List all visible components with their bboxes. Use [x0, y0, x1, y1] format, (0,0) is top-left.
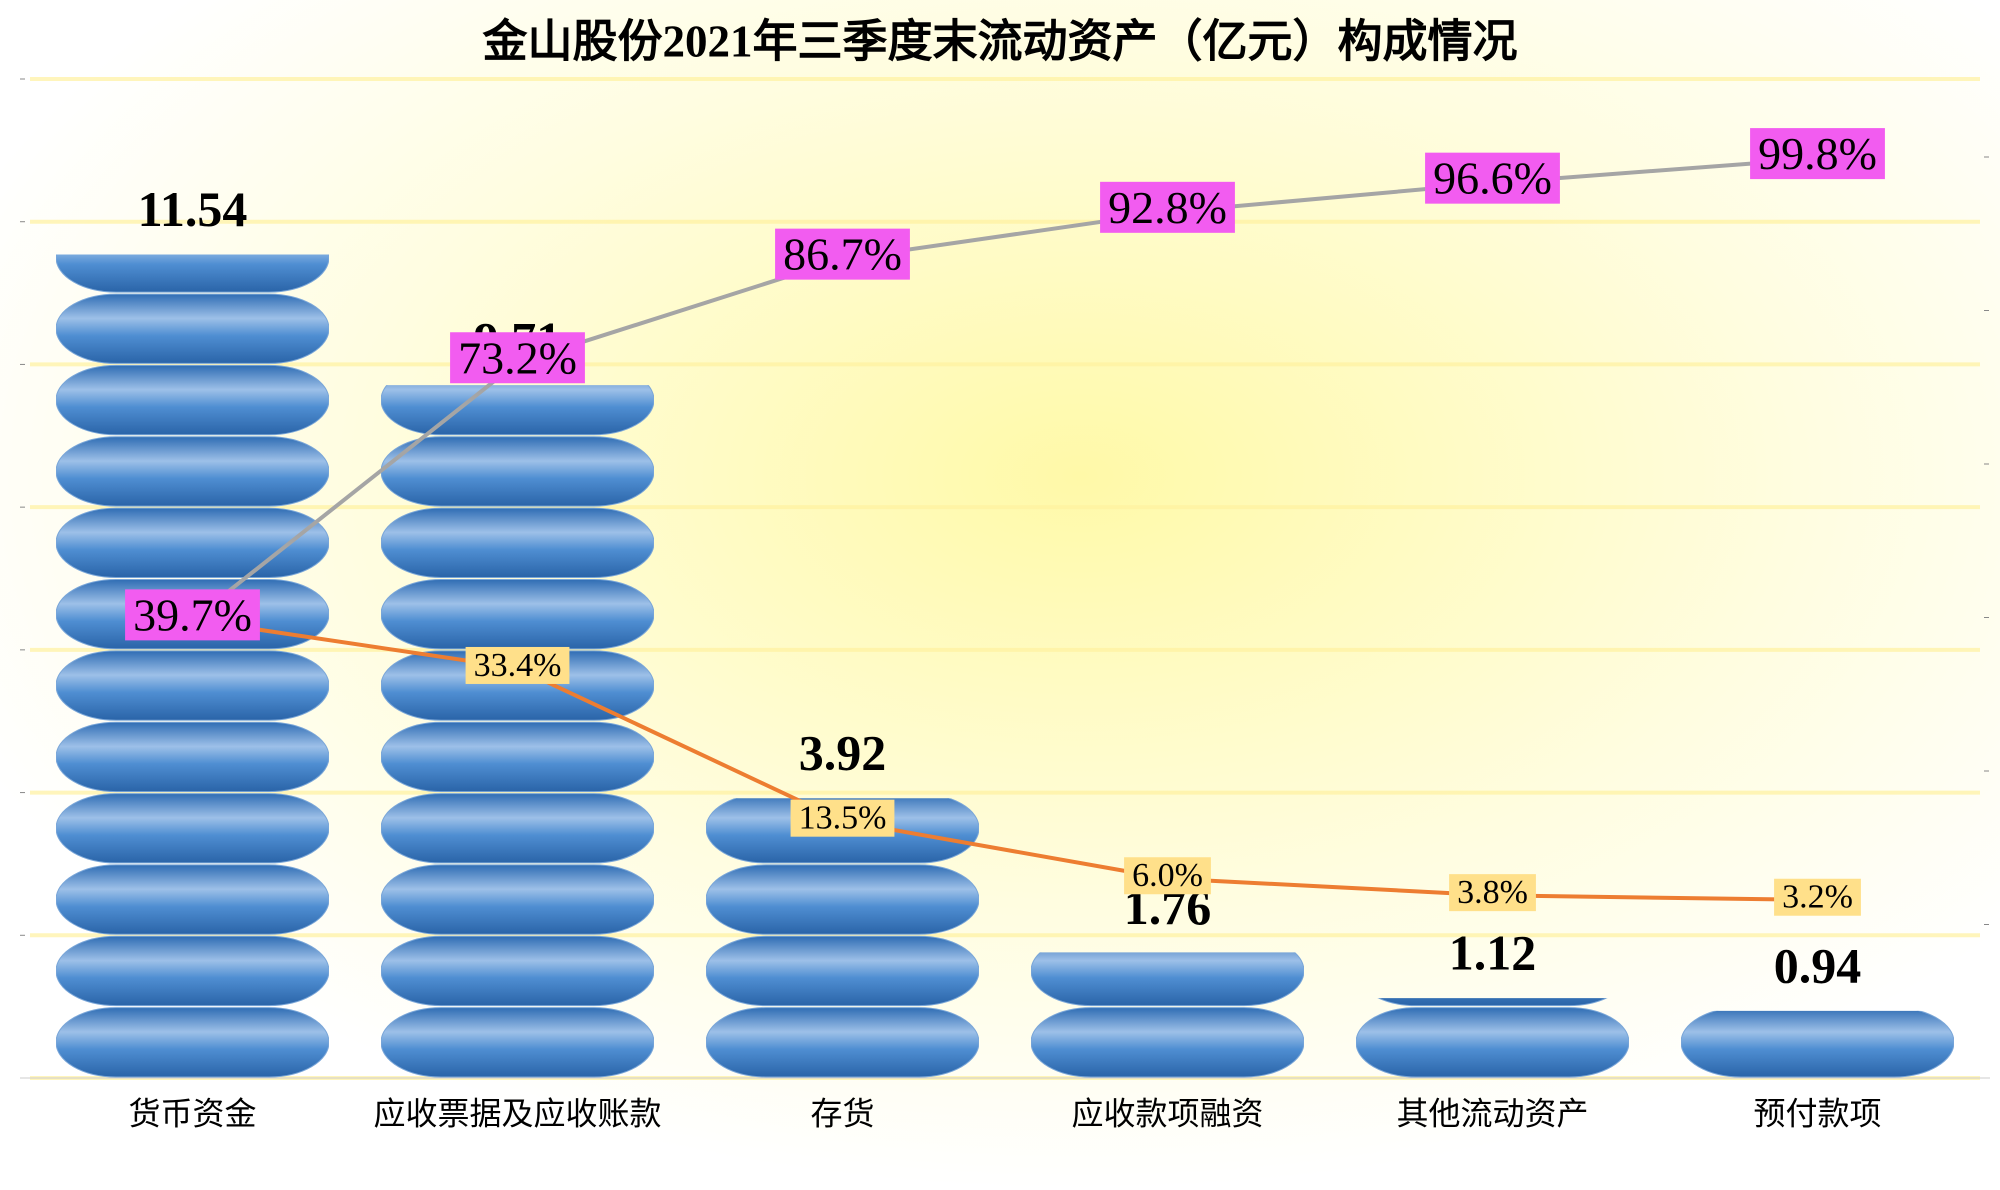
data-label-box: [775, 228, 910, 280]
data-label-box: [790, 799, 895, 837]
bar-segment: [706, 1007, 979, 1078]
bar-segment: [56, 254, 329, 293]
data-label: 3.2%: [1782, 879, 1853, 916]
bar-segment: [1377, 998, 1608, 1007]
bar-segment: [56, 1007, 329, 1078]
bar-segment: [381, 793, 654, 864]
bar-segment: [381, 385, 654, 436]
bar-segment: [381, 436, 654, 507]
line-share: [192, 617, 1818, 902]
data-label: 33.4%: [474, 647, 562, 684]
bar-segment: [706, 935, 979, 1007]
data-label: 39.7%: [133, 589, 252, 640]
bar-segment: [56, 650, 329, 721]
data-label: 96.6%: [1433, 153, 1552, 204]
bar-segment: [1031, 1007, 1304, 1078]
bar-value-label: 3.92: [799, 725, 887, 781]
bar-segment: [1681, 1010, 1954, 1078]
data-label-box: [1774, 878, 1861, 916]
data-label: 86.7%: [783, 229, 902, 280]
data-label-box: [1425, 152, 1560, 204]
data-label: 3.8%: [1457, 874, 1528, 911]
bar-segment: [56, 721, 329, 793]
bar: [381, 385, 654, 1078]
data-label-box: [125, 589, 260, 641]
x-tick-label: 存货: [810, 1095, 874, 1131]
data-label: 73.2%: [458, 332, 577, 383]
bar: [1681, 1010, 1954, 1078]
bar-value-label: 1.12: [1449, 925, 1537, 981]
bar-segment: [1356, 1007, 1629, 1078]
bar-segment: [381, 1007, 654, 1078]
data-label-box: [465, 646, 570, 684]
chart-title: 金山股份2021年三季度末流动资产（亿元）构成情况: [482, 16, 1517, 66]
data-label-box: [1100, 181, 1235, 233]
data-label-box: [450, 332, 585, 384]
x-tick-label: 其他流动资产: [1396, 1095, 1588, 1131]
bar-segment: [56, 507, 329, 578]
bar-segment: [381, 507, 654, 578]
data-label: 6.0%: [1132, 857, 1203, 894]
bar-segment: [706, 864, 979, 935]
bar-value-label: 0.94: [1774, 937, 1862, 993]
bar-segment: [56, 364, 329, 436]
data-label: 99.8%: [1758, 128, 1877, 179]
bar-segment: [56, 864, 329, 935]
x-tick-label: 预付款项: [1753, 1095, 1881, 1131]
bar-segment: [56, 293, 329, 364]
bar-segment: [56, 436, 329, 507]
bar-segment: [381, 935, 654, 1007]
bar-value-label: 11.54: [138, 181, 248, 237]
bar-segment: [381, 721, 654, 793]
data-label: 13.5%: [799, 800, 887, 837]
bar: [1031, 952, 1304, 1078]
x-tick-label: 货币资金: [128, 1095, 256, 1131]
bar-segment: [56, 793, 329, 864]
data-label-box: [1124, 857, 1211, 895]
bar: [1356, 998, 1629, 1078]
x-tick-label: 应收款项融资: [1071, 1095, 1263, 1131]
data-label-box: [1750, 128, 1885, 180]
x-tick-label: 应收票据及应收账款: [373, 1095, 661, 1131]
data-label: 92.8%: [1108, 182, 1227, 233]
bar-segment: [56, 935, 329, 1007]
bar-segment: [381, 864, 654, 935]
data-label-box: [1449, 874, 1536, 912]
bar-segment: [381, 579, 654, 650]
bar-segment: [1031, 952, 1304, 1007]
